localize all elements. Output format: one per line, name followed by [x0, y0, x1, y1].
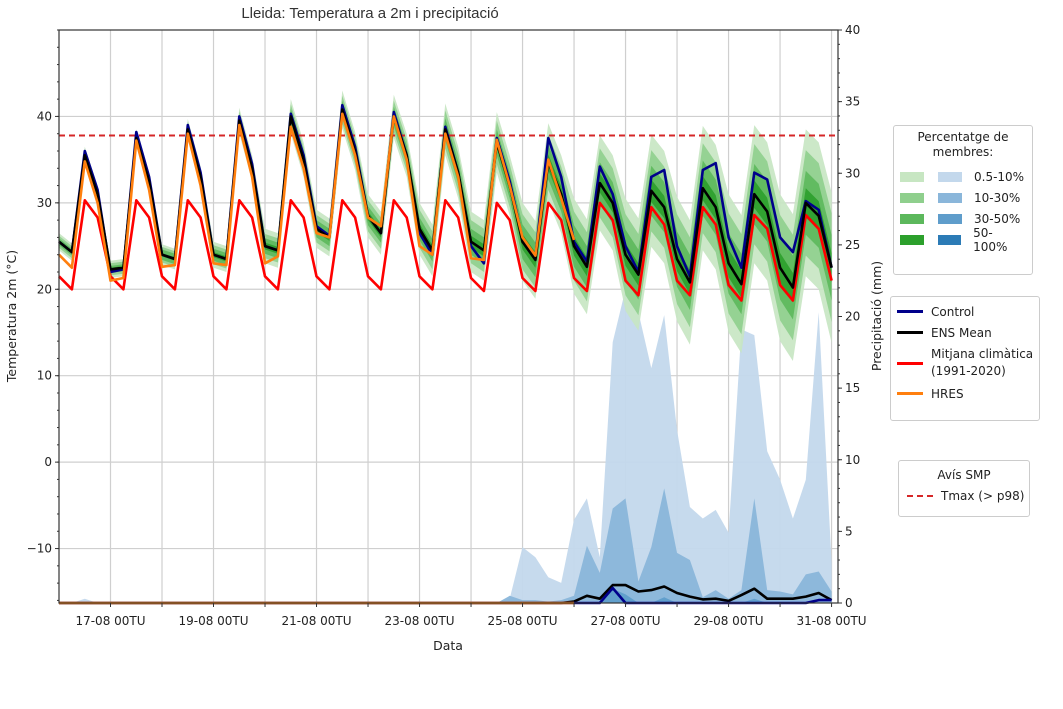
legend-label: Control: [931, 304, 975, 319]
legend-warning-title: Avís SMP: [937, 468, 991, 482]
precip-band-0.5-10pct: [59, 289, 832, 603]
green-swatch: [900, 234, 924, 245]
x-tick-label: 27-08 00TU: [591, 614, 661, 628]
legend-label: ENS Mean: [931, 325, 992, 340]
green-swatch: [900, 213, 924, 224]
legend-entry-climatology: Mitjana climàtica (1991-2020): [891, 343, 1039, 383]
legend-members-title: Percentatge de membres:: [917, 130, 1009, 159]
x-tick-label: 23-08 00TU: [384, 614, 454, 628]
x-tick-label: 29-08 00TU: [694, 614, 764, 628]
x-tick-label: 19-08 00TU: [178, 614, 248, 628]
x-tick-label: 17-08 00TU: [75, 614, 145, 628]
y-right-tick-label: 20: [845, 310, 860, 324]
y-right-tick-label: 35: [845, 95, 860, 109]
legend-entry-tmax: Tmax (> p98): [899, 485, 1029, 506]
legend-warning: Avís SMP Tmax (> p98): [898, 460, 1030, 517]
legend-label: Mitjana climàtica: [931, 347, 1034, 361]
y-right-tick-label: 25: [845, 238, 860, 252]
control-line-swatch: [897, 310, 923, 313]
blue-swatch: [938, 213, 962, 224]
precip-band-10-30pct: [59, 488, 832, 603]
ens-mean-line-swatch: [897, 331, 923, 334]
legend-label: 0.5-10%: [974, 169, 1025, 184]
x-tick-label: 31-08 00TU: [797, 614, 867, 628]
legend-entry: 30-50%: [900, 208, 1026, 229]
axes: −10 0 10 20 30 40 0 5 10 15 20 25 30 35 40 17-08 00TU 19…: [27, 23, 867, 628]
legend-members: Percentatge de membres: 0.5-10% 10-30% 3…: [893, 125, 1033, 275]
temperature-hres-line: [58, 112, 576, 282]
x-tick-label: 21-08 00TU: [281, 614, 351, 628]
legend-label: (1991-2020): [931, 364, 1006, 378]
y-right-tick-label: 40: [845, 23, 860, 37]
legend-lines: Control ENS Mean Mitjana climàtica (1991-…: [890, 296, 1040, 421]
legend-label: 10-30%: [974, 190, 1021, 205]
blue-swatch: [938, 192, 962, 203]
legend-label: HRES: [931, 386, 964, 401]
y-right-tick-label: 5: [845, 524, 853, 538]
legend-entry-ens-mean: ENS Mean: [891, 322, 1039, 343]
blue-swatch: [938, 171, 962, 182]
temperature-climatology-line: [58, 199, 833, 302]
legend-label: 50-100%: [973, 225, 1008, 254]
y-right-tick-label: 15: [845, 381, 860, 395]
hres-line-swatch: [897, 392, 923, 395]
tmax-dashed-swatch: [907, 494, 933, 497]
precip-bands: [59, 289, 832, 603]
y-left-tick-label: 10: [37, 369, 52, 383]
x-tick-label: 25-08 00TU: [487, 614, 557, 628]
temperature-control-line: [58, 103, 833, 278]
legend-entry-control: Control: [891, 301, 1039, 322]
y-left-tick-label: −10: [27, 542, 52, 556]
green-swatch: [900, 192, 924, 203]
y-axis-left-label: Temperatura 2m (°C): [4, 250, 19, 383]
temperature-ens-mean-line: [58, 108, 833, 289]
climatology-line-swatch: [897, 361, 923, 365]
y-right-tick-label: 30: [845, 166, 860, 180]
blue-swatch: [937, 234, 962, 245]
y-left-tick-label: 30: [37, 196, 52, 210]
y-left-tick-label: 20: [37, 282, 52, 296]
legend-entry: 0.5-10%: [900, 166, 1026, 187]
legend-entry-hres: HRES: [891, 383, 1039, 404]
y-axis-right-label: Precipitació (mm): [869, 261, 884, 371]
y-right-tick-label: 10: [845, 453, 860, 467]
precip-band-30-50pct: [59, 588, 832, 603]
green-swatch: [900, 171, 924, 182]
legend-label: 30-50%: [974, 211, 1021, 226]
chart-title: Lleida: Temperatura a 2m i precipitació: [241, 5, 498, 22]
legend-label: Tmax (> p98): [941, 488, 1025, 503]
x-axis-label: Data: [433, 638, 463, 653]
y-right-tick-label: 0: [845, 596, 853, 610]
legend-entry: 50-100%: [900, 226, 1026, 254]
y-left-tick-label: 40: [37, 109, 52, 123]
y-left-tick-label: 0: [44, 455, 52, 469]
legend-entry: 10-30%: [900, 187, 1026, 208]
